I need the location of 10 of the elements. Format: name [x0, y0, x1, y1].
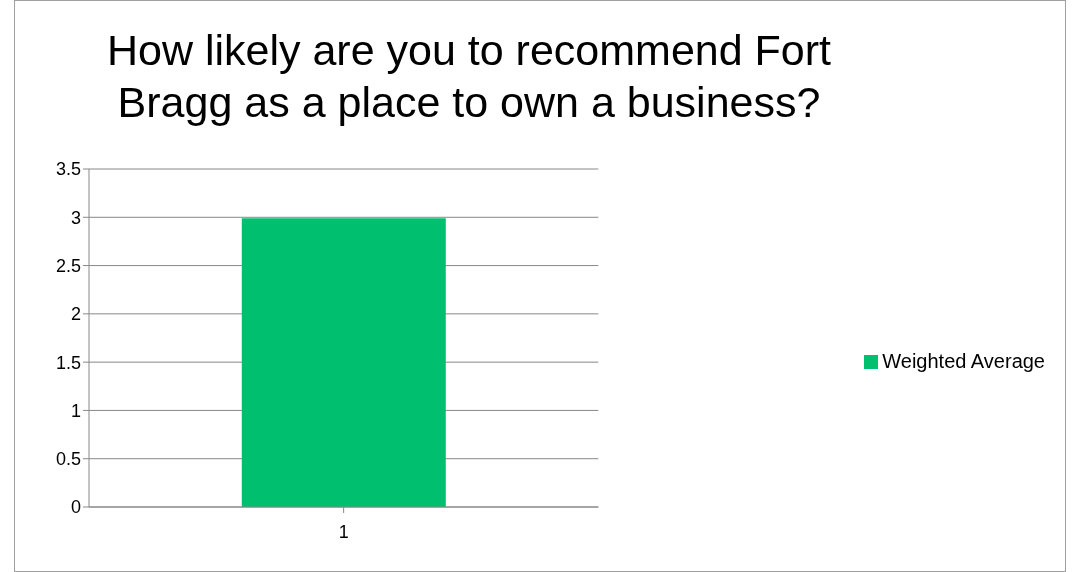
y-tick-label: 0.5 [55, 449, 81, 470]
y-tick-label: 2 [70, 304, 81, 325]
y-tick-label: 0 [70, 497, 81, 518]
legend-label: Weighted Average [882, 349, 1045, 372]
y-tick-label: 1.5 [55, 352, 81, 373]
y-tick-label: 3 [70, 207, 81, 228]
y-tick-label: 1 [70, 400, 81, 421]
y-tick-label: 3.5 [55, 159, 81, 180]
chart-title: How likely are you to recommend Fort Bragg as a place to own a business? [105, 25, 833, 128]
y-tick-label: 2.5 [55, 255, 81, 276]
